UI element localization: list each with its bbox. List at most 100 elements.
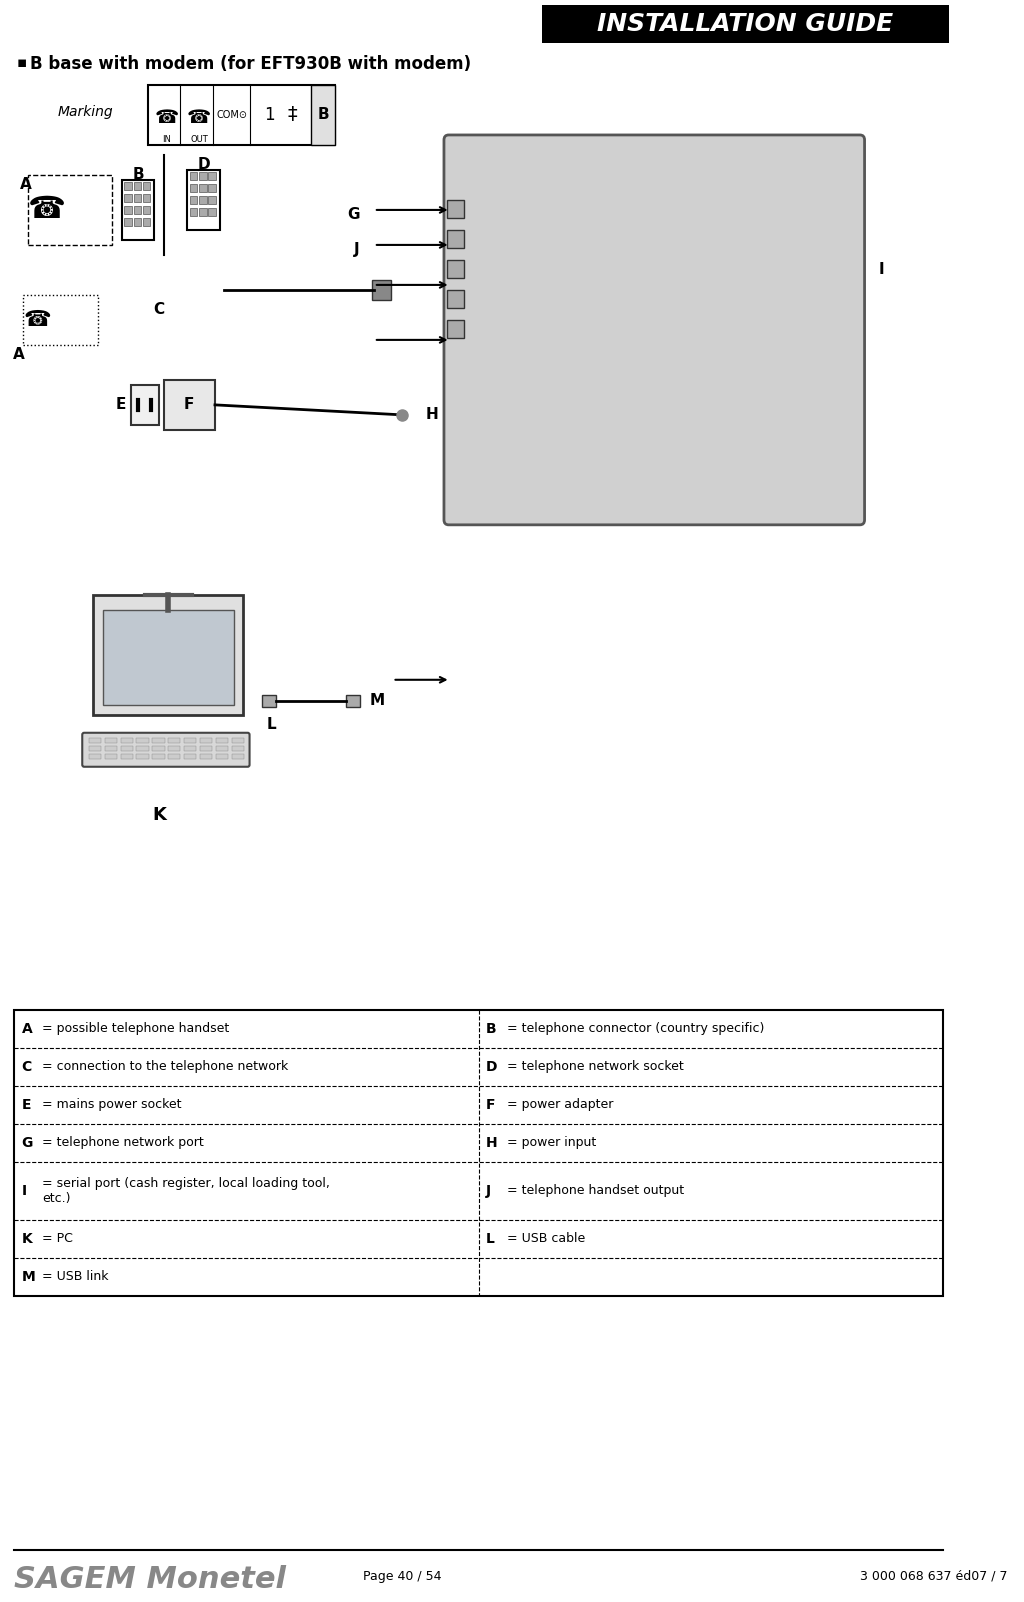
Text: B: B [486, 1022, 497, 1035]
Text: COM⊙: COM⊙ [216, 111, 248, 120]
Text: F: F [486, 1097, 496, 1112]
Bar [209, 184, 216, 192]
Bar [209, 208, 216, 216]
Bar [216, 747, 228, 751]
Bar [134, 194, 141, 202]
Bar [231, 739, 244, 743]
Text: ☎: ☎ [155, 109, 178, 128]
Bar [14, 1009, 943, 1296]
Text: I: I [22, 1184, 27, 1198]
Bar [121, 747, 133, 751]
Text: = possible telephone handset: = possible telephone handset [42, 1022, 229, 1035]
Bar [184, 739, 197, 743]
Bar [121, 755, 133, 759]
Bar [153, 755, 165, 759]
Bar [121, 739, 133, 743]
Bar [346, 695, 359, 706]
Text: A: A [22, 1022, 32, 1035]
Text: = USB cable: = USB cable [507, 1232, 585, 1245]
Text: = telephone network port: = telephone network port [42, 1136, 204, 1149]
Text: IN: IN [162, 135, 171, 144]
Text: OUT: OUT [190, 135, 208, 144]
Text: = power adapter: = power adapter [507, 1097, 613, 1112]
Text: D: D [198, 157, 210, 173]
Text: ▪: ▪ [16, 54, 28, 70]
Text: Marking: Marking [58, 106, 114, 119]
Text: I: I [879, 263, 884, 277]
Bar [89, 739, 101, 743]
Bar [311, 85, 335, 144]
Text: A: A [20, 178, 32, 192]
Text: J: J [354, 242, 359, 258]
Text: ☎: ☎ [24, 309, 51, 330]
Bar [209, 171, 216, 179]
Bar [147, 85, 335, 144]
Text: = PC: = PC [42, 1232, 73, 1245]
Text: L: L [486, 1232, 495, 1246]
Text: INSTALLATION GUIDE: INSTALLATION GUIDE [597, 11, 894, 35]
FancyBboxPatch shape [444, 135, 864, 525]
Bar [122, 179, 155, 240]
Text: A: A [13, 348, 25, 362]
Bar [143, 218, 151, 226]
Bar [89, 755, 101, 759]
Text: 3 000 068 637 éd07 / 7: 3 000 068 637 éd07 / 7 [860, 1570, 1008, 1583]
Text: = mains power socket: = mains power socket [42, 1097, 181, 1112]
Bar [542, 5, 948, 43]
Bar [168, 739, 180, 743]
Bar [187, 170, 219, 231]
Text: B base with modem (for EFT930B with modem): B base with modem (for EFT930B with mode… [30, 54, 471, 74]
Text: K: K [152, 806, 166, 823]
Text: M: M [22, 1270, 35, 1283]
Bar [446, 320, 464, 338]
Text: = USB link: = USB link [42, 1270, 109, 1283]
Bar [136, 747, 148, 751]
Bar [446, 200, 464, 218]
Bar [136, 739, 148, 743]
Bar [189, 184, 198, 192]
Text: ‡: ‡ [288, 106, 297, 125]
Text: B: B [317, 107, 329, 122]
Text: G: G [22, 1136, 33, 1150]
Text: SAGEM Monetel: SAGEM Monetel [14, 1565, 286, 1594]
Text: H: H [425, 407, 438, 423]
Text: = telephone network socket: = telephone network socket [507, 1061, 683, 1073]
Text: K: K [22, 1232, 32, 1246]
Bar [168, 747, 180, 751]
Bar [89, 747, 101, 751]
FancyBboxPatch shape [82, 732, 250, 767]
Bar [104, 739, 117, 743]
Text: E: E [22, 1097, 31, 1112]
Bar [231, 755, 244, 759]
Bar [446, 231, 464, 248]
Bar [199, 195, 207, 203]
Bar [199, 184, 207, 192]
Bar [184, 747, 197, 751]
Bar [102, 610, 233, 705]
Text: 1: 1 [264, 106, 274, 123]
Bar [199, 171, 207, 179]
Bar [200, 739, 212, 743]
Text: E: E [116, 397, 126, 412]
Bar [143, 207, 151, 215]
Text: = connection to the telephone network: = connection to the telephone network [42, 1061, 289, 1073]
Text: J: J [486, 1184, 492, 1198]
Text: = telephone connector (country specific): = telephone connector (country specific) [507, 1022, 764, 1035]
Bar [104, 755, 117, 759]
Text: = telephone handset output: = telephone handset output [507, 1184, 684, 1197]
Text: = serial port (cash register, local loading tool,
etc.): = serial port (cash register, local load… [42, 1176, 330, 1205]
Text: B: B [132, 168, 144, 183]
Bar [134, 183, 141, 191]
Bar [189, 195, 198, 203]
Text: D: D [486, 1059, 498, 1073]
Bar [93, 594, 243, 714]
Text: G: G [347, 207, 359, 223]
Bar [153, 739, 165, 743]
Text: H: H [486, 1136, 498, 1150]
Bar [184, 755, 197, 759]
Bar [209, 195, 216, 203]
Bar [28, 175, 113, 245]
Bar [189, 208, 198, 216]
Bar [24, 295, 98, 344]
Bar [372, 280, 391, 300]
